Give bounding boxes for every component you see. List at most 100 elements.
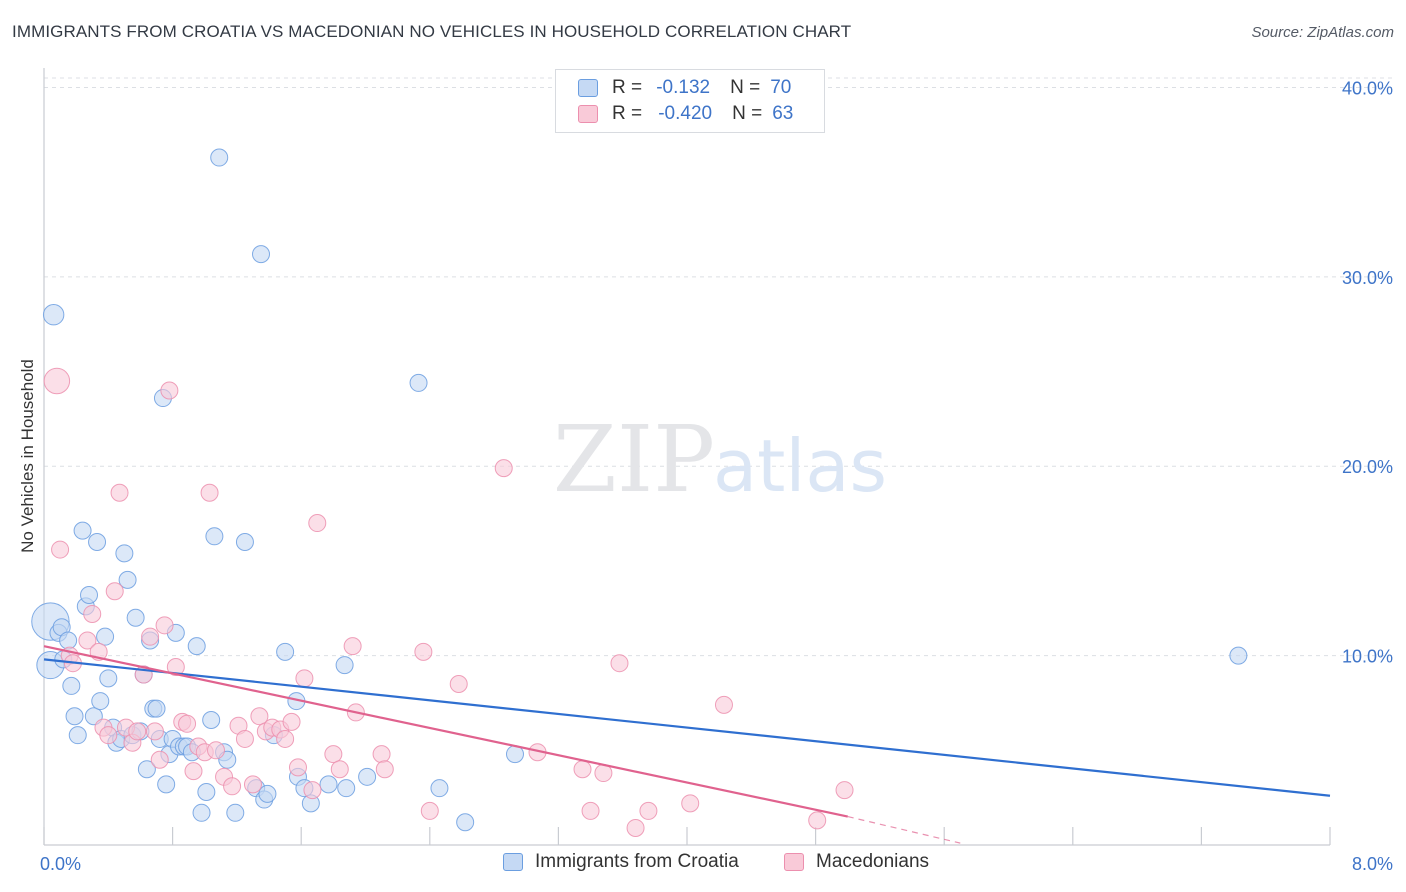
trend-lines	[43, 645, 1331, 844]
data-point-croatia	[1229, 646, 1248, 665]
data-points	[31, 148, 1248, 837]
data-point-macedonians	[250, 707, 269, 726]
n-value: 63	[772, 103, 794, 124]
data-point-macedonians	[150, 750, 169, 769]
data-point-croatia	[205, 527, 224, 546]
y-axis-label: No Vehicles in Household	[18, 359, 37, 553]
data-point-macedonians	[155, 616, 174, 635]
data-point-macedonians	[808, 811, 827, 830]
data-point-croatia	[68, 726, 87, 745]
data-point-croatia	[358, 767, 377, 786]
r-label: R =	[612, 77, 643, 98]
data-point-croatia	[147, 699, 166, 718]
n-label: N =	[730, 77, 761, 98]
data-point-macedonians	[610, 654, 629, 673]
watermark-zip: ZIP	[553, 406, 715, 513]
y-tick-label: 20.0%	[1342, 457, 1393, 477]
data-point-macedonians	[681, 794, 700, 813]
data-point-croatia	[430, 779, 449, 798]
grid-lines	[44, 77, 1392, 657]
data-point-macedonians	[178, 714, 197, 733]
axes	[43, 68, 1331, 846]
data-point-macedonians	[243, 775, 262, 794]
data-point-croatia	[115, 544, 134, 563]
data-point-croatia	[62, 676, 81, 695]
trend-line-macedonians-extension	[847, 816, 961, 844]
data-point-macedonians	[160, 381, 179, 400]
data-point-croatia	[96, 627, 115, 646]
data-point-macedonians	[420, 801, 439, 820]
trend-line-croatia	[43, 658, 1331, 797]
legend-item-macedonians[interactable]: Macedonians	[784, 851, 929, 873]
data-point-macedonians	[295, 669, 314, 688]
data-point-macedonians	[639, 801, 658, 820]
data-point-croatia	[42, 304, 65, 326]
data-point-macedonians	[200, 483, 219, 502]
stats-row-macedonians: R = -0.420 N = 63	[578, 102, 793, 126]
y-tick-label: 30.0%	[1342, 268, 1393, 288]
data-point-croatia	[73, 521, 92, 540]
data-point-macedonians	[83, 604, 102, 623]
stats-row-croatia: R = -0.132 N = 70	[578, 76, 791, 100]
y-tick-label: 40.0%	[1342, 78, 1393, 98]
data-point-croatia	[319, 775, 338, 794]
data-point-croatia	[409, 373, 428, 392]
legend-item-croatia[interactable]: Immigrants from Croatia	[503, 851, 739, 873]
data-point-croatia	[192, 803, 211, 822]
data-point-macedonians	[141, 627, 160, 646]
data-point-macedonians	[223, 777, 242, 796]
watermark-atlas: atlas	[713, 424, 887, 508]
data-point-croatia	[65, 707, 84, 726]
data-point-croatia	[80, 586, 99, 605]
x-tick-label: 8.0%	[1352, 854, 1393, 874]
data-point-croatia	[202, 711, 221, 730]
data-point-macedonians	[573, 760, 592, 779]
data-point-macedonians	[449, 675, 468, 694]
data-point-macedonians	[414, 642, 433, 661]
data-point-macedonians	[184, 762, 203, 781]
data-point-croatia	[137, 760, 156, 779]
chart-title: IMMIGRANTS FROM CROATIA VS MACEDONIAN NO…	[12, 22, 852, 41]
data-point-croatia	[337, 779, 356, 798]
data-point-croatia	[335, 656, 354, 675]
legend-swatch-croatia	[578, 79, 598, 97]
data-point-macedonians	[372, 745, 391, 764]
legend-swatch-macedonians	[784, 853, 804, 871]
n-value: 70	[770, 77, 792, 98]
data-point-macedonians	[145, 722, 164, 741]
data-point-macedonians	[207, 741, 226, 760]
data-point-macedonians	[375, 760, 394, 779]
data-point-macedonians	[288, 758, 307, 777]
data-point-macedonians	[308, 514, 327, 533]
source-label: Source: ZipAtlas.com	[1251, 24, 1394, 41]
data-point-macedonians	[626, 818, 645, 837]
legend-swatch-macedonians	[578, 105, 598, 123]
watermark: ZIP atlas	[553, 406, 887, 513]
data-point-croatia	[91, 692, 110, 711]
tick-labels: 10.0% 20.0% 30.0% 40.0% 0.0% 8.0%	[40, 78, 1393, 874]
r-value: -0.420	[658, 103, 713, 124]
data-point-macedonians	[343, 637, 362, 656]
data-point-macedonians	[166, 657, 185, 676]
data-point-macedonians	[51, 540, 70, 559]
legend-label-macedonians: Macedonians	[816, 851, 930, 872]
r-value: -0.132	[656, 77, 711, 98]
data-point-macedonians	[714, 695, 733, 714]
r-label: R =	[612, 103, 643, 124]
data-point-macedonians	[105, 582, 124, 601]
data-point-macedonians	[835, 781, 854, 800]
data-point-croatia	[59, 631, 78, 650]
data-point-croatia	[235, 532, 254, 551]
data-point-croatia	[197, 782, 216, 801]
data-point-croatia	[252, 245, 271, 264]
data-point-macedonians	[128, 722, 147, 741]
legend-label-croatia: Immigrants from Croatia	[535, 851, 739, 872]
data-point-croatia	[276, 642, 295, 661]
data-point-croatia	[456, 813, 475, 832]
data-point-croatia	[88, 532, 107, 551]
series-legend: Immigrants from Croatia Macedonians	[0, 851, 1406, 877]
data-point-macedonians	[303, 781, 322, 800]
data-point-croatia	[258, 784, 277, 803]
x-tick-label: 0.0%	[40, 854, 81, 874]
